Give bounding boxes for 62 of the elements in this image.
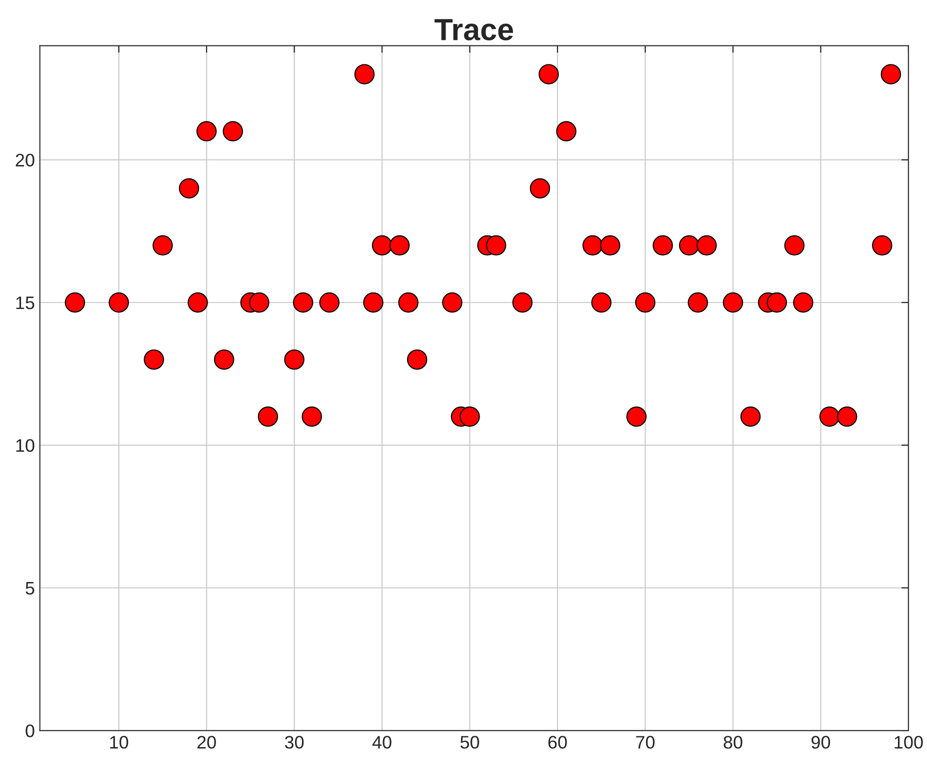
point <box>407 349 428 370</box>
point <box>538 64 559 84</box>
point <box>766 292 787 313</box>
x-tick-label: 60 <box>548 736 567 749</box>
x-tick-label: 90 <box>812 736 830 749</box>
point <box>258 406 278 427</box>
point <box>460 406 480 427</box>
chart-title: Trace <box>434 19 514 40</box>
x-tick-label: 70 <box>636 736 655 749</box>
point <box>652 235 673 256</box>
point <box>249 292 270 313</box>
x-tick-label: 20 <box>197 736 216 749</box>
point <box>722 292 744 313</box>
y-tick-label: 10 <box>16 439 34 452</box>
point <box>626 406 647 427</box>
x-tick-label: 80 <box>724 736 742 749</box>
point <box>678 235 700 256</box>
y-tick-label: 0 <box>26 724 34 738</box>
y-tick-label: 15 <box>16 296 34 310</box>
point <box>363 292 384 313</box>
point <box>354 64 375 84</box>
point <box>64 292 86 313</box>
point <box>591 292 612 313</box>
y-tick-label: 5 <box>26 582 34 595</box>
x-tick-label: 100 <box>894 736 923 749</box>
x-tick-label: 50 <box>460 736 480 749</box>
point <box>372 235 392 256</box>
point <box>530 178 550 198</box>
point <box>144 349 164 370</box>
point <box>880 64 902 84</box>
point <box>284 349 304 370</box>
point <box>556 121 576 142</box>
point <box>740 406 761 427</box>
point <box>793 292 814 313</box>
point <box>582 235 603 256</box>
point <box>222 121 244 142</box>
point <box>302 406 322 427</box>
point <box>872 235 892 256</box>
point <box>178 178 200 198</box>
x-tick-label: 40 <box>372 736 392 749</box>
point <box>442 292 462 313</box>
point <box>784 235 805 256</box>
x-tick-label: 10 <box>110 736 128 749</box>
point <box>196 121 217 142</box>
point <box>512 292 533 313</box>
point <box>688 292 708 313</box>
y-tick-label: 20 <box>16 154 34 167</box>
point <box>389 235 410 256</box>
point <box>214 349 234 370</box>
point <box>836 406 858 427</box>
point <box>188 292 208 313</box>
point <box>292 292 314 313</box>
point <box>819 406 840 427</box>
point <box>635 292 656 313</box>
point <box>696 235 717 256</box>
point <box>486 235 506 256</box>
point <box>600 235 620 256</box>
point <box>108 292 129 313</box>
point <box>398 292 418 313</box>
x-tick-label: 30 <box>284 736 304 749</box>
point <box>319 292 340 313</box>
point <box>152 235 173 256</box>
